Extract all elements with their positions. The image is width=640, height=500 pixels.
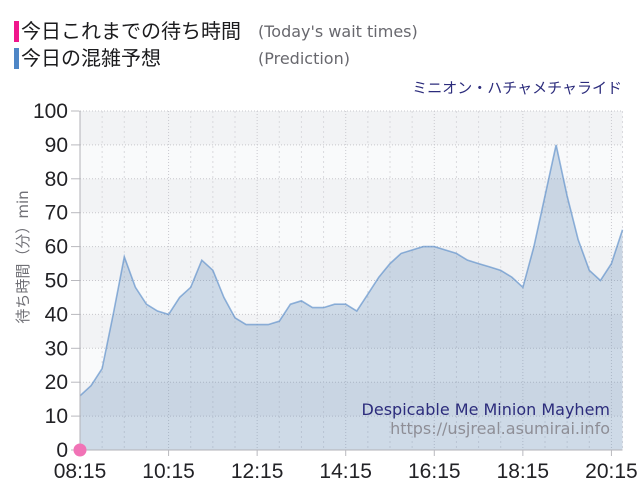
plot-band [80,212,623,247]
legend-label-prediction-ja: 今日の混雑予想 [21,46,161,70]
today-wait-point [73,443,87,457]
x-tick-label: 16:15 [408,460,461,483]
plot-band [80,280,623,315]
x-tick-label: 14:15 [319,460,372,483]
y-tick-label: 10 [45,405,68,428]
plot-band [80,144,623,179]
legend-swatch-today-icon [14,21,19,42]
legend-swatch-prediction-icon [14,48,19,69]
chart-title: ミニオン・ハチャメチャライド [412,79,622,97]
legend-item-today: 今日これまでの待ち時間 (Today's wait times) [14,18,484,45]
y-tick-label: 70 [45,202,68,225]
y-tick-label: 20 [45,371,68,394]
plot-band [80,111,623,145]
y-tick-label: 80 [45,168,68,191]
plot-band [80,382,623,417]
y-tick-label: 0 [56,439,68,462]
legend-label-today-ja: 今日これまでの待ち時間 [21,19,241,43]
y-tick-label: 100 [33,100,68,123]
x-tick-label: 08:15 [54,460,107,483]
plot-band [80,416,623,450]
x-tick-label: 18:15 [497,460,550,483]
x-tick-label: 12:15 [231,460,284,483]
plot-band [80,178,623,213]
legend-item-prediction: 今日の混雑予想 (Prediction) [14,45,484,72]
plot-band [80,348,623,383]
watermark-url: https://usjreal.asumirai.info [390,419,610,438]
y-tick-label: 30 [45,337,68,360]
legend-label-today-en: (Today's wait times) [258,22,418,41]
y-tick-label: 60 [45,236,68,259]
x-tick-label: 20:15 [585,460,638,483]
watermark-ride-name: Despicable Me Minion Mayhem [361,400,610,419]
y-tick-label: 40 [45,303,68,326]
y-tick-label: 50 [45,270,68,293]
prediction-area [80,144,623,450]
prediction-line [79,144,624,397]
x-tick-label: 10:15 [142,460,195,483]
chart-legend: 今日これまでの待ち時間 (Today's wait times) 今日の混雑予想… [0,0,640,75]
legend-label-prediction-en: (Prediction) [258,49,350,68]
y-tick-label: 90 [45,134,68,157]
plot-band [80,314,623,349]
